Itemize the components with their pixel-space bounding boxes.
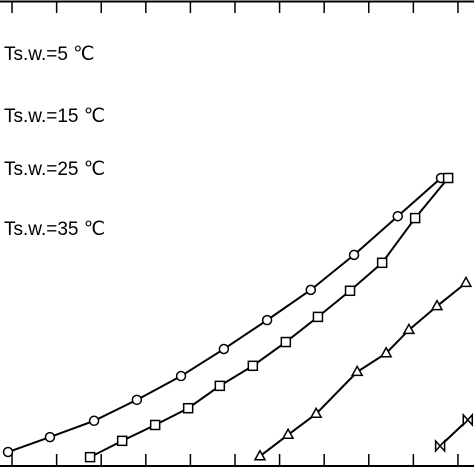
marker [305, 284, 317, 296]
marker [442, 172, 454, 184]
marker [392, 210, 403, 222]
legend-label: Ts.w.=15 ℃ [4, 106, 105, 127]
marker [182, 402, 194, 414]
marker [149, 419, 161, 431]
marker [344, 285, 356, 297]
marker [462, 412, 474, 427]
marker [88, 415, 100, 427]
marker [376, 257, 388, 269]
legend-label: Ts.w.=25 ℃ [4, 159, 105, 180]
legend-label: Ts.w.=5 ℃ [4, 44, 95, 65]
marker [131, 394, 143, 406]
marker [261, 314, 273, 326]
marker [409, 212, 421, 224]
marker [44, 431, 56, 443]
marker [459, 275, 473, 288]
marker [116, 435, 128, 447]
marker [253, 449, 267, 461]
marker [430, 299, 444, 311]
marker [348, 249, 360, 261]
marker [379, 346, 393, 358]
marker [175, 370, 187, 382]
marker [312, 311, 324, 323]
legend-label: Ts.w.=35 ℃ [4, 219, 105, 240]
marker [2, 446, 14, 458]
marker [402, 322, 416, 335]
marker [281, 427, 295, 440]
marker [434, 439, 446, 453]
marker [350, 364, 364, 377]
marker [214, 380, 226, 392]
marker [218, 343, 230, 355]
marker [247, 360, 259, 372]
marker [280, 336, 292, 348]
marker [309, 406, 323, 419]
series-line [89, 177, 449, 459]
marker [84, 451, 96, 463]
